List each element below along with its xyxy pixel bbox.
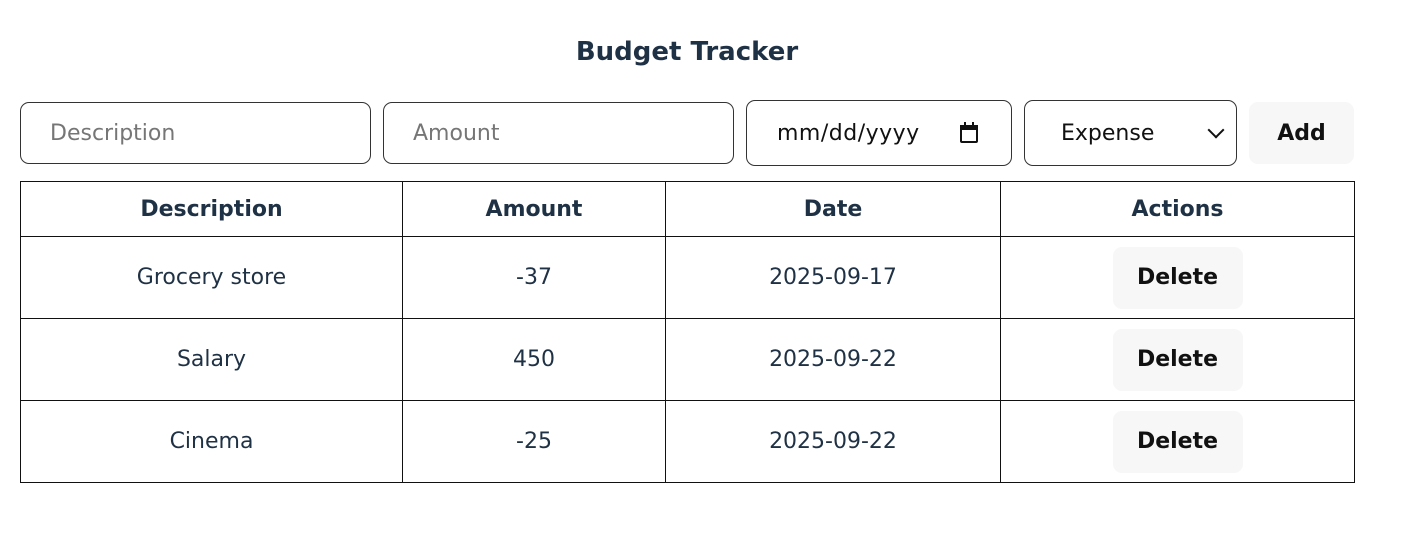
cell-date: 2025-09-17 (665, 236, 1001, 319)
header-description: Description (20, 181, 403, 237)
cell-amount: -25 (402, 400, 666, 483)
header-actions: Actions (1000, 181, 1355, 237)
cell-description: Salary (20, 318, 403, 401)
cell-actions: Delete (1000, 400, 1355, 483)
cell-description: Grocery store (20, 236, 403, 319)
table-row: Grocery store -37 2025-09-17 Delete (20, 236, 1355, 319)
cell-actions: Delete (1000, 236, 1355, 319)
transactions-table: Description Amount Date Actions Grocery … (20, 181, 1355, 483)
table-row: Salary 450 2025-09-22 Delete (20, 318, 1355, 401)
date-input[interactable]: mm/dd/yyyy (746, 100, 1012, 166)
header-amount: Amount (402, 181, 666, 237)
cell-amount: 450 (402, 318, 666, 401)
amount-input[interactable] (383, 102, 734, 164)
type-select-value: Expense (1061, 120, 1155, 146)
type-select[interactable]: Expense (1024, 100, 1237, 166)
date-input-value: mm/dd/yyyy (777, 120, 920, 146)
cell-date: 2025-09-22 (665, 318, 1001, 401)
table-header-row: Description Amount Date Actions (20, 181, 1355, 237)
page-title: Budget Tracker (575, 37, 799, 67)
delete-button[interactable]: Delete (1112, 246, 1243, 309)
delete-button[interactable]: Delete (1112, 328, 1243, 391)
header-date: Date (665, 181, 1001, 237)
description-input[interactable] (20, 102, 371, 164)
calendar-icon[interactable] (959, 122, 979, 144)
cell-description: Cinema (20, 400, 403, 483)
add-button[interactable]: Add (1249, 102, 1354, 164)
delete-button[interactable]: Delete (1112, 410, 1243, 473)
cell-date: 2025-09-22 (665, 400, 1001, 483)
cell-amount: -37 (402, 236, 666, 319)
cell-actions: Delete (1000, 318, 1355, 401)
chevron-down-icon (1207, 121, 1225, 139)
table-row: Cinema -25 2025-09-22 Delete (20, 400, 1355, 483)
